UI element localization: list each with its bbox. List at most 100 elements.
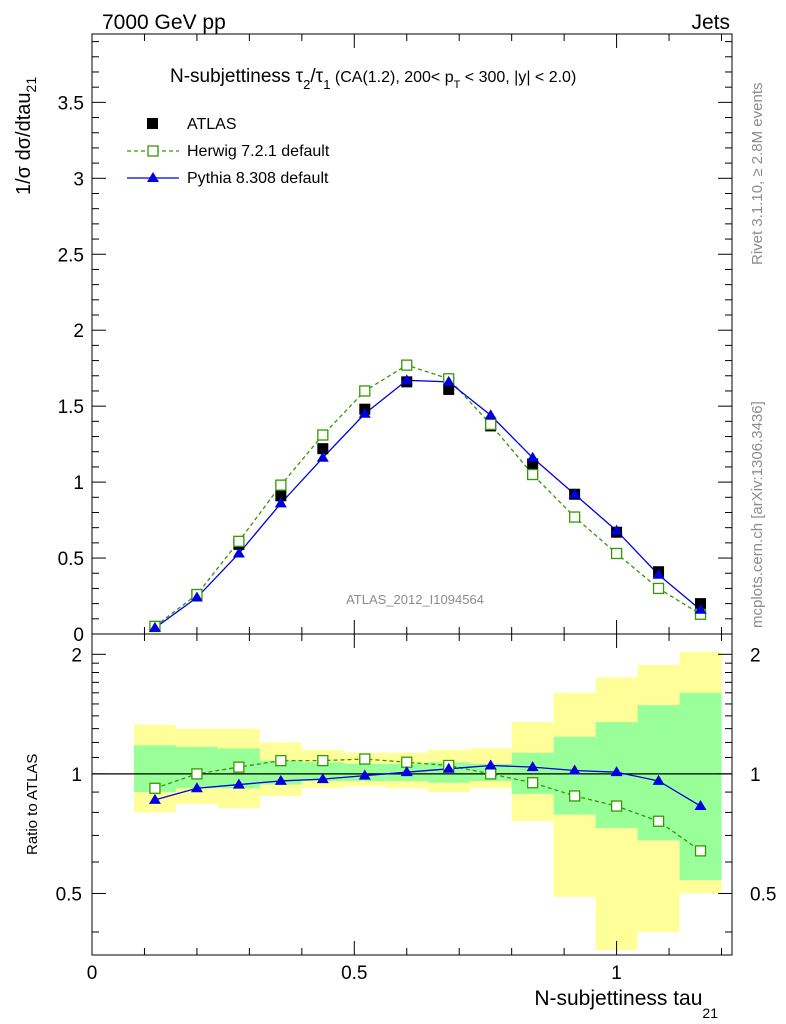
ratio-herwig-point — [275, 754, 287, 767]
pythia-point — [610, 524, 623, 535]
atlas-point — [317, 443, 329, 455]
x-axis-label: N-subjettiness tau21 — [534, 987, 718, 1021]
ratio-pythia-point — [190, 782, 203, 793]
legend-atlas-label: ATLAS — [187, 116, 237, 133]
mcplots-label: mcplots.cern.ch [arXiv:1306.3436] — [749, 401, 766, 628]
ratio-herwig-point — [149, 782, 161, 794]
ratio-pythia-point — [148, 793, 161, 804]
energy-label: 7000 GeV pp — [102, 11, 226, 34]
ratio-herwig-point — [233, 761, 245, 773]
ratio-pythia-point — [274, 774, 287, 785]
legend-atlas-marker — [147, 118, 158, 129]
ratio-herwig-point — [359, 753, 371, 765]
rivet-label: Rivet 3.1.10, ≥ 2.8M events — [749, 83, 766, 266]
x-tick-label: 0 — [87, 963, 98, 984]
ratio-pythia-point — [694, 800, 707, 811]
atlas-point — [527, 458, 539, 470]
ratio-plot-frame — [91, 633, 733, 956]
herwig-point — [275, 479, 287, 491]
y-tick-label: 1.5 — [58, 397, 84, 418]
main-y-axis-label: 1/σ dσ/dtau21 — [13, 77, 39, 195]
ratio-herwig-point — [610, 800, 623, 812]
ratio-pythia-point — [652, 774, 665, 785]
y-tick-label: 3 — [73, 169, 84, 190]
y-tick-label: 3.5 — [58, 93, 84, 114]
herwig-line — [154, 364, 701, 627]
atlas-point — [695, 598, 707, 610]
ratio-herwig-point — [191, 768, 203, 780]
y-tick-label: 1 — [73, 473, 84, 494]
pythia-point — [400, 374, 413, 385]
atlas-point — [443, 383, 455, 395]
pythia-point — [358, 407, 371, 418]
ratio-plot: 0.5 0.5 1 1 2 2 0 0.5 1 Ratio to ATLAS N-subjett… — [24, 633, 776, 1021]
x-tick-label: 0.5 — [341, 963, 367, 984]
ratio-herwig-point — [652, 815, 665, 827]
pythia-point — [190, 591, 203, 602]
ratio-y-tick-label: 1 — [71, 765, 82, 786]
pythia-point — [442, 375, 455, 386]
ratio-herwig-point — [485, 768, 497, 780]
atlas-point — [275, 490, 287, 502]
ratio-herwig-point — [694, 845, 707, 857]
pythia-point — [148, 621, 161, 632]
legend: ATLAS Herwig 7.2.1 default Pythia 8.308 … — [127, 116, 330, 187]
pythia-point — [316, 451, 329, 462]
ratio-band-inner — [259, 760, 302, 785]
y-tick-label: 2 — [73, 321, 84, 342]
main-title: N-subjettiness τ2/τ1 (CA(1.2), 200< pT <… — [170, 66, 576, 92]
ratio-y-tick-label-right: 1 — [750, 765, 761, 786]
ratio-herwig-line — [154, 758, 701, 852]
ratio-pythia-point — [400, 766, 413, 777]
watermark: ATLAS_2012_I1094564 — [346, 592, 484, 607]
ratio-y-axis-label: Ratio to ATLAS — [24, 754, 41, 855]
pythia-point — [568, 488, 581, 499]
pythia-point — [484, 409, 497, 420]
pythia-line — [154, 379, 701, 629]
ratio-pythia-point — [568, 764, 581, 775]
main-plot: 0 0.5 1 1.5 2 2.5 3 3.5 N-subjettiness τ2/τ1 (C… — [13, 33, 733, 646]
y-tick-label: 0 — [73, 625, 84, 646]
herwig-point — [485, 418, 497, 431]
ratio-pythia-point — [316, 773, 329, 784]
herwig-point — [317, 429, 329, 441]
ratio-pythia-point — [442, 762, 455, 773]
herwig-point — [359, 385, 371, 397]
ratio-herwig-point — [317, 754, 329, 767]
ratio-herwig-point — [527, 777, 539, 789]
pythia-point — [694, 603, 707, 614]
legend-herwig-marker — [147, 145, 159, 157]
process-label: Jets — [691, 11, 730, 34]
ratio-y-tick-label-right: 0.5 — [750, 884, 776, 905]
ratio-herwig-point — [568, 790, 581, 802]
ratio-pythia-line — [154, 764, 701, 807]
herwig-point — [401, 359, 413, 371]
legend-pythia-marker — [147, 172, 159, 182]
herwig-point — [233, 535, 245, 547]
pythia-point — [526, 451, 539, 462]
ratio-y-tick-label-right: 2 — [750, 645, 761, 666]
herwig-point — [652, 582, 665, 595]
herwig-point — [527, 468, 539, 481]
ratio-pythia-point — [484, 759, 497, 770]
ratio-pythia-point — [610, 766, 623, 777]
ratio-pythia-point — [232, 778, 245, 789]
y-tick-label: 2.5 — [58, 245, 84, 266]
ratio-pythia-point — [358, 769, 371, 780]
pythia-point — [274, 497, 287, 508]
pythia-point — [232, 547, 245, 558]
ratio-pythia-point — [526, 761, 539, 772]
ratio-herwig-point — [401, 756, 413, 768]
ratio-band-inner — [175, 746, 218, 789]
ratio-band-inner — [553, 736, 596, 815]
x-tick-label: 1 — [611, 963, 622, 984]
herwig-point — [568, 511, 581, 523]
ratio-y-tick-label: 0.5 — [56, 884, 82, 905]
herwig-point — [610, 547, 623, 560]
ratio-band-inner — [301, 762, 344, 781]
ratio-y-tick-label: 2 — [71, 645, 82, 666]
legend-pythia-label: Pythia 8.308 default — [187, 170, 329, 187]
y-tick-label: 0.5 — [58, 549, 84, 570]
pythia-point — [652, 568, 665, 579]
